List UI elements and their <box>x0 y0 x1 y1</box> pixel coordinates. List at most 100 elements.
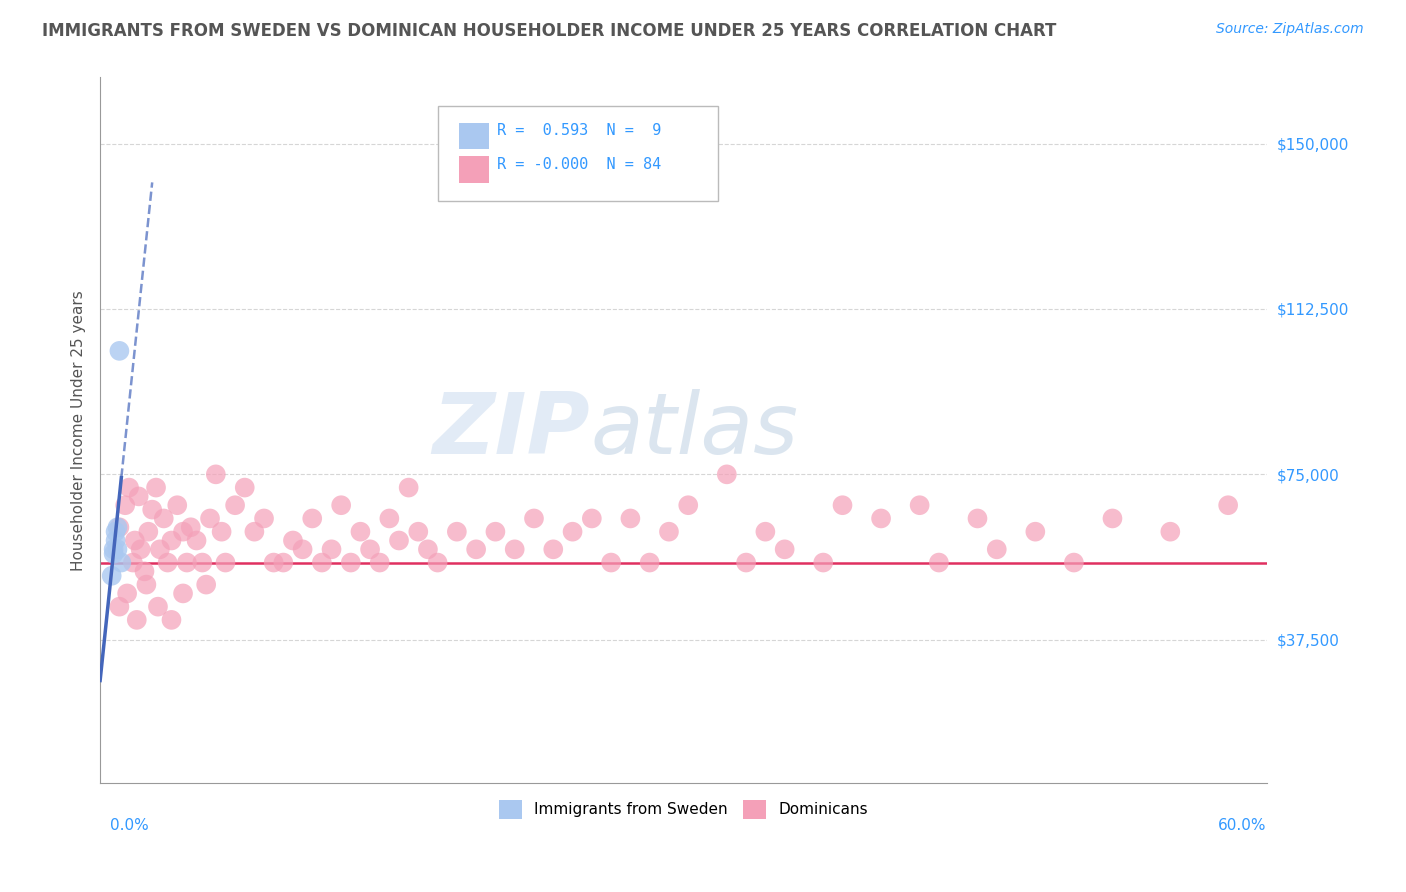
Point <box>678 498 700 512</box>
Point <box>600 556 623 570</box>
Point <box>107 520 129 534</box>
Point <box>180 520 202 534</box>
Point <box>388 533 411 548</box>
Point <box>172 524 194 539</box>
Point <box>1024 524 1046 539</box>
Point <box>160 533 183 548</box>
Point <box>107 542 129 557</box>
Point <box>349 524 371 539</box>
Point <box>135 577 157 591</box>
Point <box>145 481 167 495</box>
Point <box>166 498 188 512</box>
Point <box>378 511 401 525</box>
Point <box>125 613 148 627</box>
Point <box>561 524 583 539</box>
Point <box>115 586 138 600</box>
Point <box>198 511 221 525</box>
Point <box>118 481 141 495</box>
Legend: Immigrants from Sweden, Dominicans: Immigrants from Sweden, Dominicans <box>494 794 875 825</box>
Text: atlas: atlas <box>591 389 799 472</box>
Point <box>359 542 381 557</box>
Point <box>446 524 468 539</box>
Point <box>638 556 661 570</box>
Point <box>321 542 343 557</box>
Point <box>368 556 391 570</box>
Point <box>104 533 127 548</box>
Point <box>172 586 194 600</box>
Point <box>273 556 295 570</box>
Text: ZIP: ZIP <box>433 389 591 472</box>
Point <box>301 511 323 525</box>
Point <box>658 524 681 539</box>
Y-axis label: Householder Income Under 25 years: Householder Income Under 25 years <box>72 290 86 571</box>
Point <box>128 490 150 504</box>
Text: IMMIGRANTS FROM SWEDEN VS DOMINICAN HOUSEHOLDER INCOME UNDER 25 YEARS CORRELATIO: IMMIGRANTS FROM SWEDEN VS DOMINICAN HOUS… <box>42 22 1056 40</box>
Point <box>122 556 145 570</box>
Point <box>543 542 565 557</box>
Point <box>398 481 420 495</box>
Point <box>110 556 132 570</box>
Point <box>773 542 796 557</box>
Point <box>503 542 526 557</box>
Point <box>735 556 758 570</box>
Point <box>408 524 430 539</box>
Point <box>141 502 163 516</box>
Text: 60.0%: 60.0% <box>1218 818 1267 833</box>
Point <box>831 498 853 512</box>
Point <box>146 599 169 614</box>
Point <box>986 542 1008 557</box>
Point <box>484 524 506 539</box>
Point <box>191 556 214 570</box>
Point <box>211 524 233 539</box>
Point <box>716 467 738 482</box>
Point <box>108 599 131 614</box>
Text: 0.0%: 0.0% <box>110 818 149 833</box>
Point <box>281 533 304 548</box>
Point <box>340 556 363 570</box>
Point <box>104 524 127 539</box>
Point <box>581 511 603 525</box>
Point <box>1063 556 1085 570</box>
Point <box>330 498 353 512</box>
Point <box>1218 498 1240 512</box>
Point <box>114 498 136 512</box>
Point <box>138 524 160 539</box>
Point <box>100 568 122 582</box>
Point <box>253 511 276 525</box>
Point <box>152 511 174 525</box>
Point <box>291 542 314 557</box>
Point <box>186 533 208 548</box>
Point <box>176 556 198 570</box>
Point <box>523 511 546 525</box>
Point <box>754 524 776 539</box>
Point <box>1101 511 1123 525</box>
Point <box>108 520 131 534</box>
Text: R =  0.593  N =  9: R = 0.593 N = 9 <box>496 123 661 138</box>
Point <box>1159 524 1181 539</box>
Point <box>160 613 183 627</box>
Point <box>311 556 333 570</box>
Point <box>813 556 835 570</box>
Point <box>205 467 228 482</box>
Point <box>156 556 179 570</box>
Point <box>195 577 218 591</box>
Point <box>928 556 950 570</box>
Point <box>149 542 172 557</box>
Point <box>103 542 125 557</box>
Point <box>416 542 439 557</box>
Point <box>426 556 449 570</box>
Point <box>263 556 285 570</box>
FancyBboxPatch shape <box>460 156 489 183</box>
FancyBboxPatch shape <box>460 122 489 150</box>
Point <box>103 547 125 561</box>
Point <box>214 556 236 570</box>
Point <box>243 524 266 539</box>
Point <box>224 498 246 512</box>
Point <box>870 511 893 525</box>
Point <box>134 565 156 579</box>
Point <box>108 343 131 358</box>
Point <box>619 511 641 525</box>
Point <box>233 481 256 495</box>
Point <box>465 542 488 557</box>
Point <box>129 542 152 557</box>
